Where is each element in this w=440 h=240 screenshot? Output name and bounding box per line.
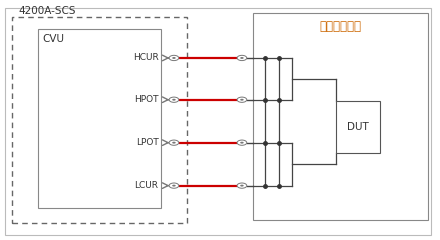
- Bar: [11, 17, 187, 223]
- Text: 金属测试夹具: 金属测试夹具: [319, 20, 362, 33]
- Circle shape: [169, 55, 179, 60]
- Circle shape: [172, 142, 176, 144]
- Circle shape: [240, 99, 244, 101]
- Text: 4200A-SCS: 4200A-SCS: [18, 6, 76, 16]
- Text: CVU: CVU: [42, 34, 64, 44]
- Circle shape: [169, 97, 179, 102]
- Circle shape: [237, 140, 247, 145]
- Circle shape: [240, 185, 244, 186]
- Circle shape: [172, 99, 176, 101]
- Circle shape: [172, 185, 176, 186]
- Circle shape: [169, 140, 179, 145]
- Text: HPOT: HPOT: [134, 95, 158, 104]
- Circle shape: [237, 97, 247, 102]
- Text: DUT: DUT: [347, 122, 369, 132]
- Bar: [253, 13, 429, 220]
- Circle shape: [169, 183, 179, 188]
- Text: LPOT: LPOT: [136, 138, 158, 147]
- Circle shape: [240, 142, 244, 144]
- Bar: [38, 29, 161, 208]
- Text: LCUR: LCUR: [135, 181, 158, 190]
- Circle shape: [237, 55, 247, 60]
- Circle shape: [240, 57, 244, 59]
- Text: HCUR: HCUR: [133, 54, 158, 62]
- Circle shape: [172, 57, 176, 59]
- Bar: [336, 101, 380, 153]
- Circle shape: [237, 183, 247, 188]
